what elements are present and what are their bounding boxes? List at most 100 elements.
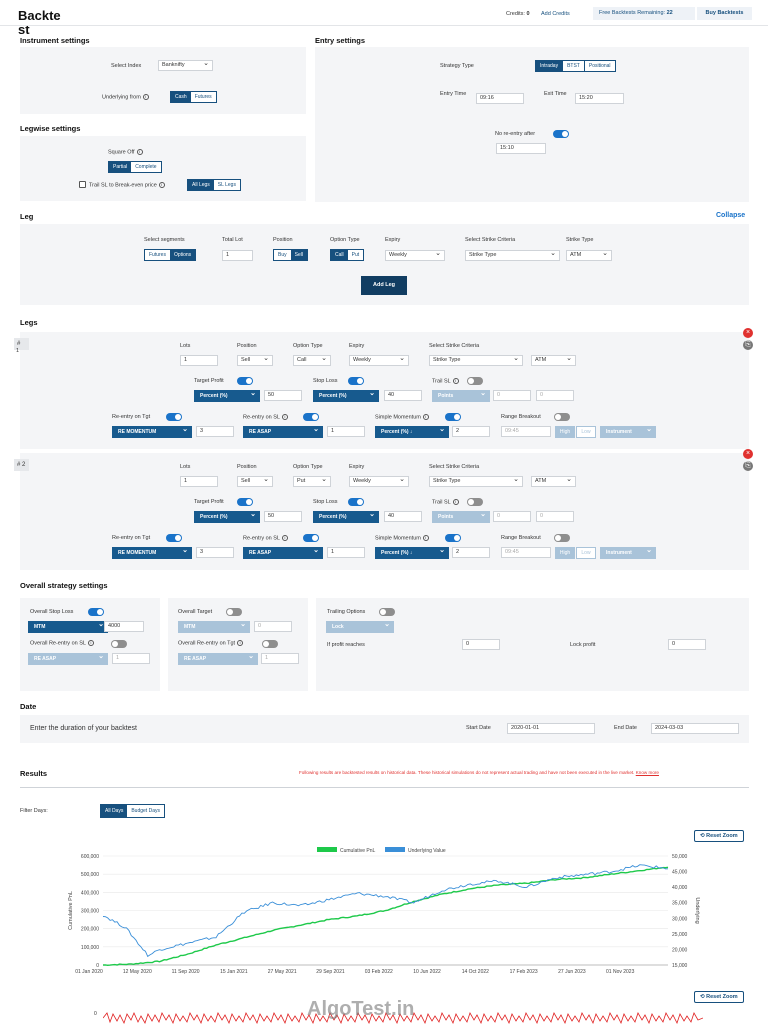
reentry-tgt-toggle[interactable]	[166, 534, 182, 542]
simple-momentum-mode[interactable]: Percent (%) ↓	[375, 545, 449, 559]
sl-legs-option[interactable]: SL Legs	[217, 182, 236, 188]
trail-sl-x-input[interactable]: 0	[493, 511, 531, 522]
copy-leg-icon[interactable]: ⎘	[743, 340, 753, 350]
reentry-sl-mode[interactable]: RE ASAP	[243, 424, 323, 438]
start-date-input[interactable]: 2020-01-01	[507, 723, 595, 734]
expiry-dropdown[interactable]: Weekly	[349, 476, 409, 487]
trail-sl-x-input[interactable]: 0	[493, 390, 531, 401]
range-breakout-time[interactable]: 09:45	[501, 426, 551, 437]
reentry-sl-input[interactable]: 1	[327, 547, 365, 558]
range-low-option[interactable]: Low	[576, 426, 596, 438]
overall-reentry-tgt-input[interactable]: 1	[261, 653, 299, 664]
all-days-option[interactable]: All Days	[101, 805, 128, 817]
simple-momentum-input[interactable]: 2	[452, 426, 490, 437]
expiry-dropdown[interactable]: Weekly	[349, 355, 409, 366]
delete-leg-icon[interactable]: ×	[743, 328, 753, 338]
reentry-sl-input[interactable]: 1	[327, 426, 365, 437]
overall-target-toggle[interactable]	[226, 608, 242, 616]
add-credits-link[interactable]: Add Credits	[541, 11, 570, 17]
delete-leg-icon[interactable]: ×	[743, 449, 753, 459]
sell-option[interactable]: Sell	[290, 250, 307, 260]
target-profit-input[interactable]: 50	[264, 390, 302, 401]
intraday-option[interactable]: Intraday	[536, 61, 563, 71]
range-breakout-toggle[interactable]	[554, 534, 570, 542]
reentry-tgt-input[interactable]: 3	[196, 426, 234, 437]
complete-option[interactable]: Complete	[135, 164, 157, 170]
add-leg-button[interactable]: Add Leg	[361, 276, 407, 295]
trail-sl-checkbox[interactable]	[79, 181, 86, 188]
target-profit-mode[interactable]: Percent (%)	[194, 388, 260, 402]
trailing-mode[interactable]: Lock	[326, 619, 394, 633]
reentry-sl-mode[interactable]: RE ASAP	[243, 545, 323, 559]
strike-type-dropdown[interactable]: ATM	[531, 355, 576, 366]
futures-option[interactable]: Futures	[194, 94, 212, 100]
target-profit-toggle[interactable]	[237, 498, 253, 506]
buy-option[interactable]: Buy	[278, 252, 287, 258]
reset-zoom-button-2[interactable]: ⟲ Reset Zoom	[694, 991, 744, 1003]
total-lot-input[interactable]: 1	[222, 250, 253, 261]
overall-target-input[interactable]: 0	[254, 621, 292, 632]
lots-input[interactable]: 1	[180, 355, 218, 366]
reentry-sl-toggle[interactable]	[303, 413, 319, 421]
target-profit-input[interactable]: 50	[264, 511, 302, 522]
all-legs-option[interactable]: All Legs	[188, 180, 214, 190]
reentry-tgt-input[interactable]: 3	[196, 547, 234, 558]
trail-sl-y-input[interactable]: 0	[536, 390, 574, 401]
strike-criteria-dropdown[interactable]: Strike Type	[465, 250, 560, 261]
trail-sl-toggle[interactable]	[467, 498, 483, 506]
overall-target-mode[interactable]: MTM	[178, 619, 250, 633]
position-dropdown[interactable]: Sell	[237, 355, 273, 366]
lots-input[interactable]: 1	[180, 476, 218, 487]
no-reentry-toggle[interactable]	[553, 130, 569, 138]
overall-sl-toggle[interactable]	[88, 608, 104, 616]
range-instrument-mode[interactable]: Instrument	[600, 424, 656, 438]
trail-sl-mode[interactable]: Points	[432, 388, 490, 402]
select-index-dropdown[interactable]: Banknifty	[158, 60, 213, 71]
pnl-chart[interactable]: 0 100,000 200,000 300,000 400,000 500,000 600,…	[0, 840, 768, 980]
no-reentry-time-input[interactable]: 15:10	[496, 143, 546, 154]
range-breakout-time[interactable]: 09:45	[501, 547, 551, 558]
simple-momentum-toggle[interactable]	[445, 413, 461, 421]
stop-loss-toggle[interactable]	[348, 377, 364, 385]
target-profit-mode[interactable]: Percent (%)	[194, 509, 260, 523]
cash-option[interactable]: Cash	[171, 92, 191, 102]
strike-criteria-dropdown[interactable]: Strike Type	[429, 476, 523, 487]
if-profit-input[interactable]: 0	[462, 639, 500, 650]
expiry-dropdown[interactable]: Weekly	[385, 250, 445, 261]
call-option[interactable]: Call	[331, 250, 348, 260]
overall-reentry-tgt-mode[interactable]: RE ASAP	[178, 651, 258, 665]
range-high-option[interactable]: High	[555, 547, 575, 559]
futures-segment[interactable]: Futures	[149, 252, 166, 258]
stop-loss-mode[interactable]: Percent (%)	[313, 509, 379, 523]
reentry-tgt-toggle[interactable]	[166, 413, 182, 421]
collapse-link[interactable]: Collapse	[716, 212, 746, 219]
overall-reentry-tgt-toggle[interactable]	[262, 640, 278, 648]
stop-loss-mode[interactable]: Percent (%)	[313, 388, 379, 402]
buy-backtests-button[interactable]: Buy Backtests	[697, 7, 752, 20]
position-dropdown[interactable]: Sell	[237, 476, 273, 487]
strike-type-dropdown[interactable]: ATM	[531, 476, 576, 487]
strike-criteria-dropdown[interactable]: Strike Type	[429, 355, 523, 366]
range-breakout-toggle[interactable]	[554, 413, 570, 421]
overall-sl-input[interactable]: 4000	[104, 621, 144, 632]
overall-reentry-sl-input[interactable]: 1	[112, 653, 150, 664]
overall-sl-mode[interactable]: MTM	[28, 619, 108, 633]
simple-momentum-input[interactable]: 2	[452, 547, 490, 558]
know-more-link[interactable]: Know more	[635, 770, 659, 775]
overall-reentry-sl-toggle[interactable]	[111, 640, 127, 648]
simple-momentum-toggle[interactable]	[445, 534, 461, 542]
option-type-dropdown[interactable]: Put	[293, 476, 331, 487]
end-date-input[interactable]: 2024-03-03	[651, 723, 739, 734]
range-high-option[interactable]: High	[555, 426, 575, 438]
partial-option[interactable]: Partial	[109, 162, 132, 172]
btst-option[interactable]: BTST	[562, 61, 584, 71]
positional-option[interactable]: Positional	[583, 61, 615, 71]
overall-reentry-sl-mode[interactable]: RE ASAP	[28, 651, 108, 665]
stop-loss-input[interactable]: 40	[384, 390, 422, 401]
reentry-tgt-mode[interactable]: RE MOMENTUM	[112, 545, 192, 559]
lock-profit-input[interactable]: 0	[668, 639, 706, 650]
target-profit-toggle[interactable]	[237, 377, 253, 385]
options-segment[interactable]: Options	[169, 250, 196, 260]
trail-sl-toggle[interactable]	[467, 377, 483, 385]
reentry-sl-toggle[interactable]	[303, 534, 319, 542]
